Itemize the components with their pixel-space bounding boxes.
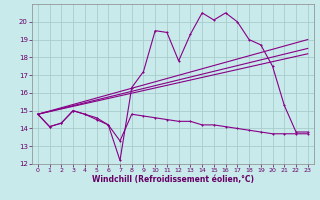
X-axis label: Windchill (Refroidissement éolien,°C): Windchill (Refroidissement éolien,°C): [92, 175, 254, 184]
